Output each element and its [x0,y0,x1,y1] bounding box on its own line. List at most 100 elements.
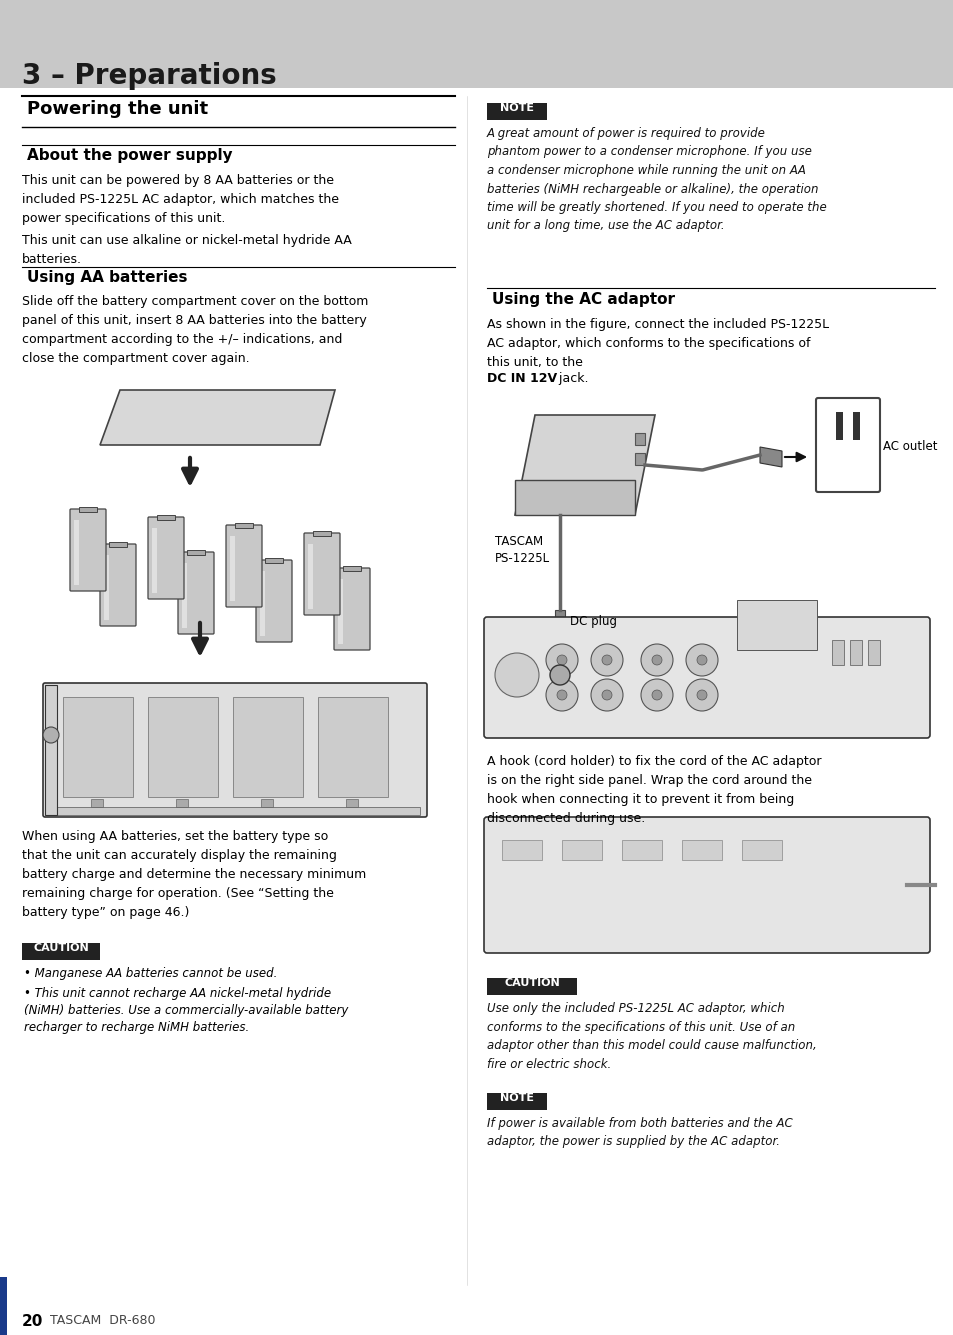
Text: Slide off the battery compartment cover on the bottom
panel of this unit, insert: Slide off the battery compartment cover … [22,295,368,364]
Bar [0,0,953,88]
Bar [79,507,97,513]
Circle shape [557,655,566,665]
Bar [157,515,174,521]
Polygon shape [515,481,635,515]
Text: CAUTION: CAUTION [33,943,89,953]
Text: TASCAM
PS-1225L: TASCAM PS-1225L [495,535,550,565]
Text: TASCAM  DR-680: TASCAM DR-680 [50,1314,155,1327]
Circle shape [590,643,622,676]
FancyBboxPatch shape [148,517,184,599]
Text: Use only the included PS-1225L AC adaptor, which
conforms to the specifications : Use only the included PS-1225L AC adapto… [486,1003,816,1071]
Text: Using the AC adaptor: Using the AC adaptor [492,292,675,307]
Bar [233,697,303,797]
Bar [22,943,100,960]
Circle shape [545,643,578,676]
Bar [182,563,187,627]
FancyBboxPatch shape [226,525,262,607]
Bar [867,639,879,665]
Text: DC plug: DC plug [569,615,617,627]
Bar [187,550,205,555]
Bar [317,697,388,797]
Text: DC IN 12V: DC IN 12V [486,372,557,384]
Bar [486,1093,546,1109]
Bar [63,697,132,797]
Bar [486,103,546,120]
Bar [852,413,859,441]
Text: A hook (cord holder) to fix the cord of the AC adaptor
is on the right side pane: A hook (cord holder) to fix the cord of … [486,756,821,825]
Text: • This unit cannot recharge AA nickel-metal hydride
(NiMH) batteries. Use a comm: • This unit cannot recharge AA nickel-me… [24,987,348,1035]
Bar [486,979,577,995]
Bar [91,800,103,806]
Bar [555,610,564,627]
Circle shape [43,728,59,744]
FancyBboxPatch shape [255,559,292,642]
Text: AC outlet: AC outlet [882,441,937,453]
Circle shape [651,690,661,700]
Circle shape [651,655,661,665]
Bar [313,531,331,535]
Bar [234,523,253,529]
Circle shape [495,653,538,697]
Bar [737,599,816,650]
Bar [561,840,601,860]
Bar [104,555,109,619]
FancyBboxPatch shape [815,398,879,493]
Bar [635,433,644,445]
Bar [741,840,781,860]
Bar [343,566,360,571]
Circle shape [685,680,718,712]
Circle shape [601,655,612,665]
FancyBboxPatch shape [304,533,339,615]
Text: NOTE: NOTE [499,1093,534,1103]
Text: As shown in the figure, connect the included PS-1225L
AC adaptor, which conforms: As shown in the figure, connect the incl… [486,318,828,368]
Text: This unit can be powered by 8 AA batteries or the
included PS-1225L AC adaptor, : This unit can be powered by 8 AA batteri… [22,174,338,226]
Bar [109,542,127,547]
Text: • Manganese AA batteries cannot be used.: • Manganese AA batteries cannot be used. [24,967,277,980]
Text: jack.: jack. [555,372,588,384]
Circle shape [550,665,569,685]
Polygon shape [100,390,335,445]
Text: Using AA batteries: Using AA batteries [27,270,188,284]
Text: About the power supply: About the power supply [27,148,233,163]
FancyBboxPatch shape [43,684,427,817]
Bar [175,800,188,806]
Bar [635,453,644,465]
Text: CAUTION: CAUTION [503,979,559,988]
Bar [45,685,57,814]
FancyBboxPatch shape [334,567,370,650]
Bar [337,579,343,643]
Text: Powering the unit: Powering the unit [27,100,208,117]
Text: When using AA batteries, set the battery type so
that the unit can accurately di: When using AA batteries, set the battery… [22,830,366,918]
Text: NOTE: NOTE [499,103,534,113]
Text: 3 – Preparations: 3 – Preparations [22,61,276,89]
Bar [265,558,283,563]
Bar [74,521,79,585]
Circle shape [697,690,706,700]
Bar [152,529,157,593]
Bar [0,1278,7,1335]
Bar [849,639,862,665]
Polygon shape [515,415,655,515]
Bar [50,806,419,814]
Circle shape [640,643,672,676]
Bar [681,840,721,860]
FancyBboxPatch shape [100,543,136,626]
Bar [308,543,313,609]
Text: This unit can use alkaline or nickel-metal hydride AA
batteries.: This unit can use alkaline or nickel-met… [22,234,352,266]
FancyBboxPatch shape [483,817,929,953]
Bar [230,535,234,601]
Circle shape [601,690,612,700]
Bar [148,697,218,797]
Text: If power is available from both batteries and the AC
adaptor, the power is suppl: If power is available from both batterie… [486,1117,792,1148]
Polygon shape [760,447,781,467]
FancyBboxPatch shape [178,551,213,634]
Bar [260,571,265,635]
Text: A great amount of power is required to provide
phantom power to a condenser micr: A great amount of power is required to p… [486,127,826,232]
Text: 20: 20 [22,1314,43,1330]
Circle shape [685,643,718,676]
Bar [621,840,661,860]
FancyBboxPatch shape [70,509,106,591]
Bar [501,840,541,860]
Circle shape [697,655,706,665]
Bar [831,639,843,665]
